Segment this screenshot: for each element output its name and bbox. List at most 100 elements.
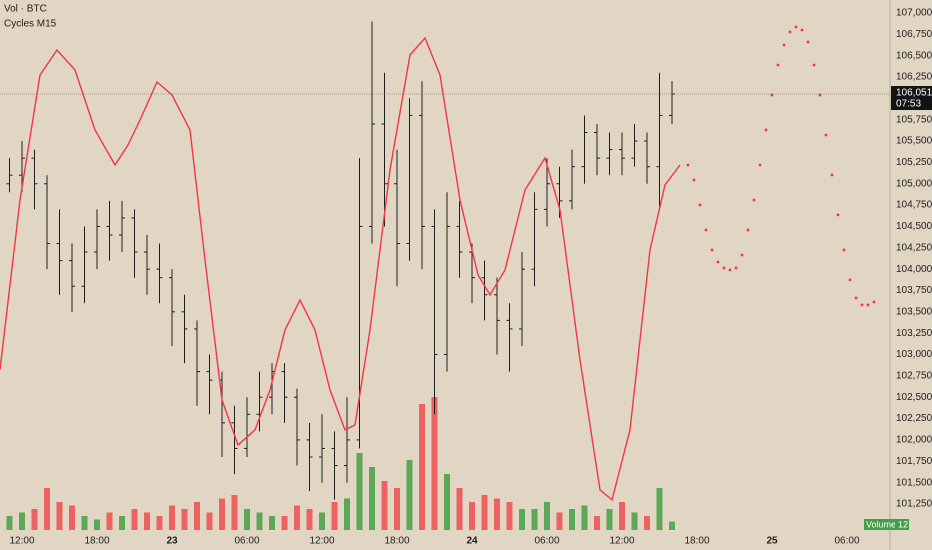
forecast-dot (752, 198, 756, 202)
x-tick-label: 24 (466, 536, 478, 547)
forecast-dot (764, 128, 768, 132)
volume-bar (281, 516, 288, 530)
volume-bar (156, 516, 163, 530)
volume-bar (306, 509, 313, 530)
forecast-dot (734, 266, 738, 270)
forecast-dot (836, 213, 840, 217)
volume-bar (269, 516, 275, 530)
x-tick-label: 06:00 (834, 536, 859, 547)
y-tick-label: 101,500 (896, 477, 932, 488)
volume-bar (94, 519, 100, 530)
volume-value-tag (895, 519, 909, 530)
indicator-label: Vol · BTC (4, 4, 47, 15)
y-tick-label: 103,000 (896, 349, 932, 360)
forecast-dot (800, 28, 804, 32)
forecast-dot (866, 303, 870, 307)
forecast-dot (716, 260, 720, 264)
volume-bar (331, 502, 338, 530)
last-price-tag (891, 86, 932, 111)
x-tick-label: 12:00 (609, 536, 634, 547)
y-tick-label: 104,500 (896, 221, 932, 232)
forecast-dot (794, 25, 798, 29)
forecast-dot (710, 248, 714, 252)
volume-bar (256, 512, 263, 530)
x-tick-label: 18:00 (684, 536, 709, 547)
volume-bar (231, 495, 238, 530)
forecast-dot (692, 178, 696, 182)
volume-bar (294, 505, 300, 530)
volume-bar (506, 502, 513, 530)
volume-value-label: 12 (898, 519, 908, 529)
volume-bar (631, 512, 638, 530)
y-tick-label: 107,000 (896, 8, 932, 19)
y-tick-label: 102,750 (896, 371, 932, 382)
forecast-dot (830, 173, 834, 177)
forecast-dot (698, 203, 702, 207)
x-tick-label: 06:00 (234, 536, 259, 547)
forecast-dot (860, 303, 864, 307)
x-tick-label: 23 (166, 536, 178, 547)
volume-bar (44, 488, 50, 530)
y-tick-label: 105,750 (896, 114, 932, 125)
forecast-dot (872, 300, 876, 304)
x-tick-label: 18:00 (384, 536, 409, 547)
y-tick-label: 101,250 (896, 499, 932, 510)
volume-bar (431, 397, 438, 530)
forecast-dot (842, 248, 846, 252)
volume-bar (669, 521, 675, 530)
volume-bar (194, 502, 200, 530)
y-tick-label: 105,000 (896, 178, 932, 189)
y-tick-label: 104,750 (896, 200, 932, 211)
volume-bar (594, 516, 600, 530)
volume-bar (481, 495, 488, 530)
y-tick-label: 106,250 (896, 72, 932, 83)
x-tick-label: 06:00 (534, 536, 559, 547)
y-tick-label: 106,500 (896, 50, 932, 61)
volume-bar (531, 509, 538, 530)
y-tick-label: 102,000 (896, 435, 932, 446)
y-tick-label: 106,750 (896, 29, 932, 40)
volume-bar (394, 488, 400, 530)
y-tick-label: 103,750 (896, 285, 932, 296)
volume-bar (406, 460, 413, 530)
volume-bar (381, 481, 388, 530)
forecast-dot (854, 296, 858, 300)
volume-bar (244, 509, 250, 530)
cycle-line (0, 36, 681, 502)
forecast-dot (848, 278, 852, 282)
volume-bar (69, 505, 75, 530)
y-tick-label: 105,250 (896, 157, 932, 168)
volume-bar (581, 505, 588, 530)
volume-bar (369, 467, 375, 530)
x-tick-label: 18:00 (84, 536, 109, 547)
volume-bar (644, 516, 650, 530)
volume-bar (6, 516, 13, 530)
volume-bar (169, 505, 175, 530)
volume-bar (494, 498, 500, 530)
forecast-dot (728, 268, 732, 272)
y-tick-label: 104,000 (896, 264, 932, 275)
volume-bar (344, 498, 350, 530)
forecast-dot (704, 228, 708, 232)
last-price-label: 106,051 (896, 88, 932, 99)
volume-bar (569, 509, 575, 530)
volume-bar (119, 516, 125, 530)
volume-bar (444, 474, 450, 530)
volume-bar (19, 512, 25, 530)
indicator-label: Cycles M15 (4, 19, 57, 30)
x-tick-label: 12:00 (9, 536, 34, 547)
forecast-dot (824, 133, 828, 137)
volume-tag (864, 519, 895, 530)
volume-bar (419, 404, 425, 530)
volume-bar (656, 488, 663, 530)
volume-bar (206, 512, 213, 530)
x-tick-label: 12:00 (309, 536, 334, 547)
y-tick-label: 102,500 (896, 392, 932, 403)
x-tick-label: 25 (766, 536, 778, 547)
forecast-dot (776, 63, 780, 67)
forecast-dot (782, 43, 786, 47)
forecast-dot (740, 253, 744, 257)
forecast-dot (812, 63, 816, 67)
countdown-label: 07:53 (896, 99, 921, 110)
